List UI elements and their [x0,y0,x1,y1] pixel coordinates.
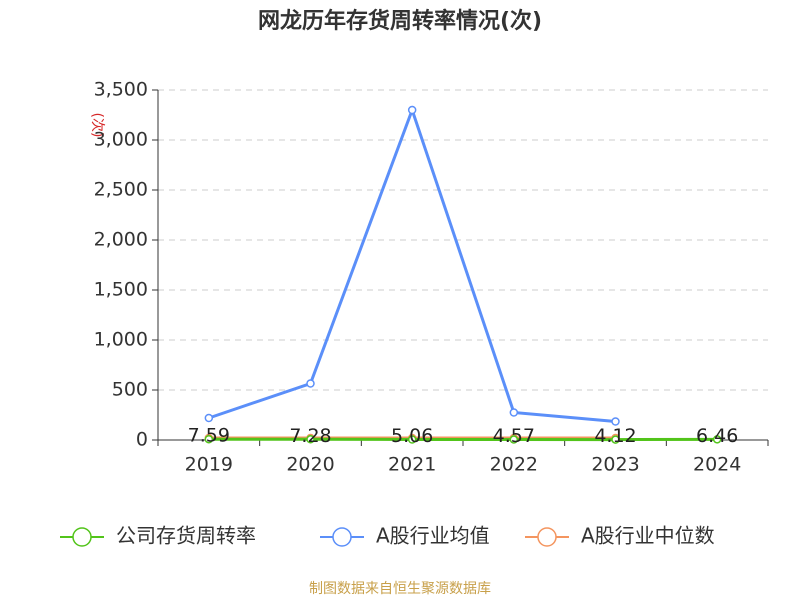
source: 制图数据来自恒生聚源数据库 [309,581,491,597]
data-label: 7.28 [289,425,331,447]
point [510,409,517,416]
x-tick-label: 2022 [490,454,538,476]
x-tick-label: 2024 [693,454,741,476]
point [612,418,619,425]
legend-label: A股行业中位数 [581,524,715,548]
legend-marker [333,528,351,546]
y-tick-label: 3,000 [94,129,148,151]
data-label: 5.06 [391,425,433,447]
x-tick-label: 2019 [185,454,233,476]
data-label: 4.57 [493,425,535,447]
legend-marker [538,528,556,546]
x-tick-label: 2020 [286,454,334,476]
legend-label: 公司存货周转率 [116,524,256,548]
point [307,380,314,387]
x-tick-label: 2021 [388,454,436,476]
data-label: 4.12 [594,425,636,447]
series-line [209,110,616,422]
y-tick-label: 3,500 [94,79,148,101]
point [205,415,212,422]
x-tick-label: 2023 [591,454,639,476]
chart-title: 网龙历年存货周转率情况(次) [258,8,542,34]
y-tick-label: 2,000 [94,229,148,251]
legend-marker [73,528,91,546]
data-label: 6.46 [696,425,738,447]
y-tick-label: 2,500 [94,179,148,201]
point [409,107,416,114]
y-tick-label: 500 [112,379,148,401]
y-tick-label: 0 [136,429,148,451]
data-label: 7.59 [188,425,230,447]
legend-label: A股行业均值 [376,524,490,548]
y-tick-label: 1,500 [94,279,148,301]
y-tick-label: 1,000 [94,329,148,351]
